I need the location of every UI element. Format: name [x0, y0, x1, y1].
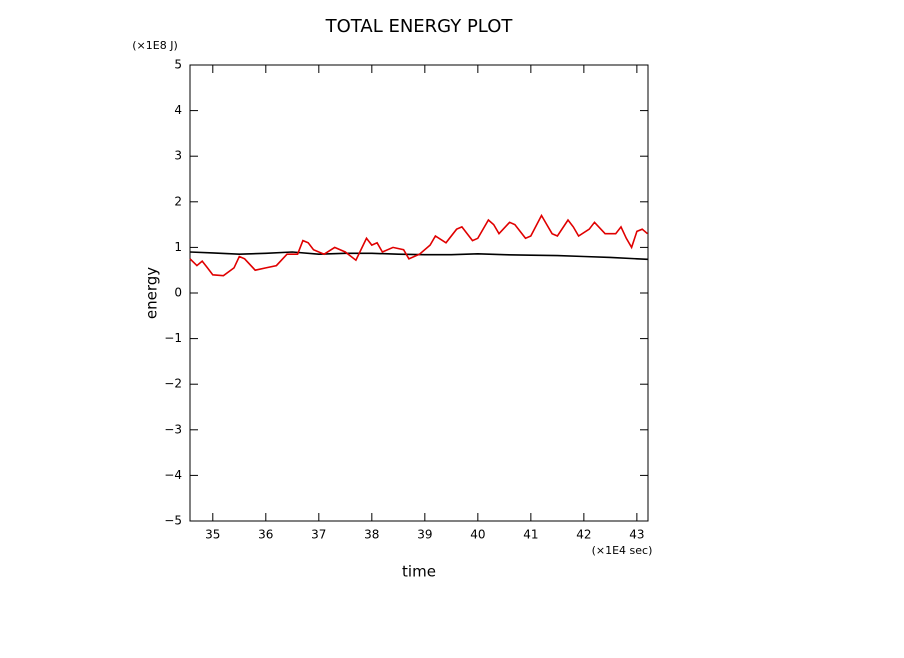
- x-tick-label: 36: [258, 528, 273, 542]
- y-tick-label: −2: [164, 377, 182, 391]
- x-tick-label: 38: [364, 528, 379, 542]
- x-tick-label: 37: [311, 528, 326, 542]
- data-line: [189, 251, 648, 261]
- y-tick-label: −1: [164, 331, 182, 345]
- y-axis-label: energy: [143, 267, 161, 319]
- chart-title: TOTAL ENERGY PLOT: [325, 16, 514, 37]
- y-tick-label: 0: [174, 286, 182, 300]
- data-line: [189, 213, 649, 277]
- plot-frame: [189, 64, 649, 522]
- x-tick-label: 39: [417, 528, 432, 542]
- y-tick-label: 3: [174, 149, 182, 163]
- y-tick-label: 4: [174, 103, 182, 117]
- y-tick-label: 5: [174, 58, 182, 72]
- x-tick-label: 35: [205, 528, 220, 542]
- y-tick-label: 2: [174, 194, 182, 208]
- y-tick-label: −4: [164, 468, 182, 482]
- x-tick-label: 41: [523, 528, 538, 542]
- x-tick-label: 43: [629, 528, 644, 542]
- y-tick-label: 1: [174, 240, 182, 254]
- y-tick-label: −5: [164, 514, 182, 528]
- x-tick-label: 42: [576, 528, 591, 542]
- y-tick-label: −3: [164, 422, 182, 436]
- x-tick-label: 40: [470, 528, 485, 542]
- x-unit: (×1E4 sec): [592, 544, 653, 557]
- y-unit: (×1E8 J): [132, 39, 178, 52]
- x-axis-label: time: [402, 563, 436, 581]
